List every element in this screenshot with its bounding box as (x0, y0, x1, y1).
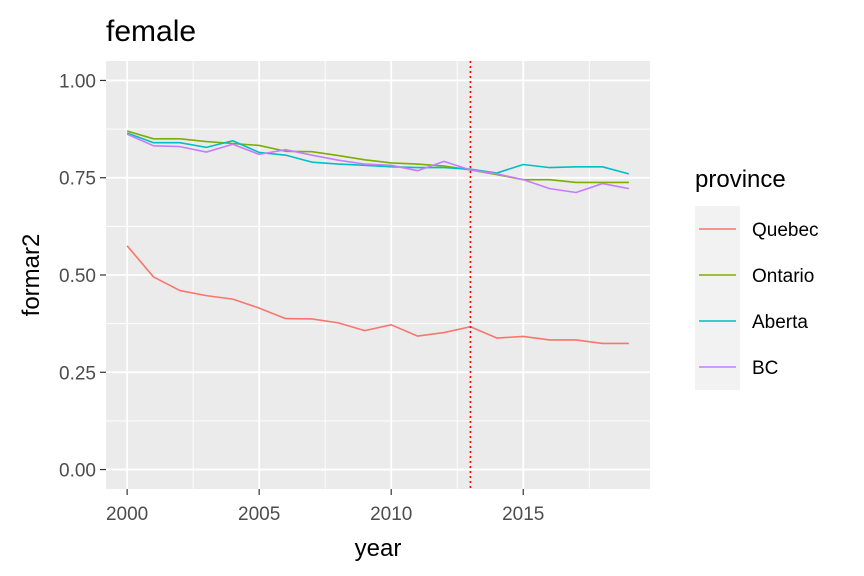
series-line-aberta (126, 132, 630, 175)
series-lines (126, 130, 630, 345)
legend-label-ontario: Ontario (752, 266, 814, 287)
y-tick-label: 0.75 (59, 169, 96, 190)
series-line-quebec (126, 245, 629, 345)
x-axis-title: year (355, 535, 402, 562)
x-tick-label: 2015 (502, 504, 544, 525)
x-axis-ticks: 2000 2005 2010 2015 (106, 489, 544, 525)
legend-label-quebec: Quebec (752, 220, 819, 241)
y-tick-label: 1.00 (59, 71, 96, 92)
y-tick-label: 0.25 (59, 363, 96, 384)
legend-label-aberta: Aberta (752, 312, 808, 333)
chart-title: female (106, 15, 196, 48)
x-tick-label: 2005 (238, 504, 280, 525)
legend-label-bc: BC (752, 358, 778, 379)
y-axis-title: formar2 (18, 234, 45, 317)
y-tick-label: 0.50 (59, 266, 96, 287)
x-tick-label: 2010 (370, 504, 412, 525)
legend: province Quebec Ontario Aberta BC (695, 166, 819, 390)
series-line-ontario (126, 130, 629, 184)
series-line-bc (126, 133, 630, 194)
y-tick-label: 0.00 (59, 461, 96, 482)
y-axis-ticks: 0.00 0.25 0.50 0.75 1.00 (59, 71, 106, 482)
x-tick-label: 2000 (106, 504, 148, 525)
legend-title: province (695, 166, 786, 193)
major-gridlines (106, 61, 650, 489)
